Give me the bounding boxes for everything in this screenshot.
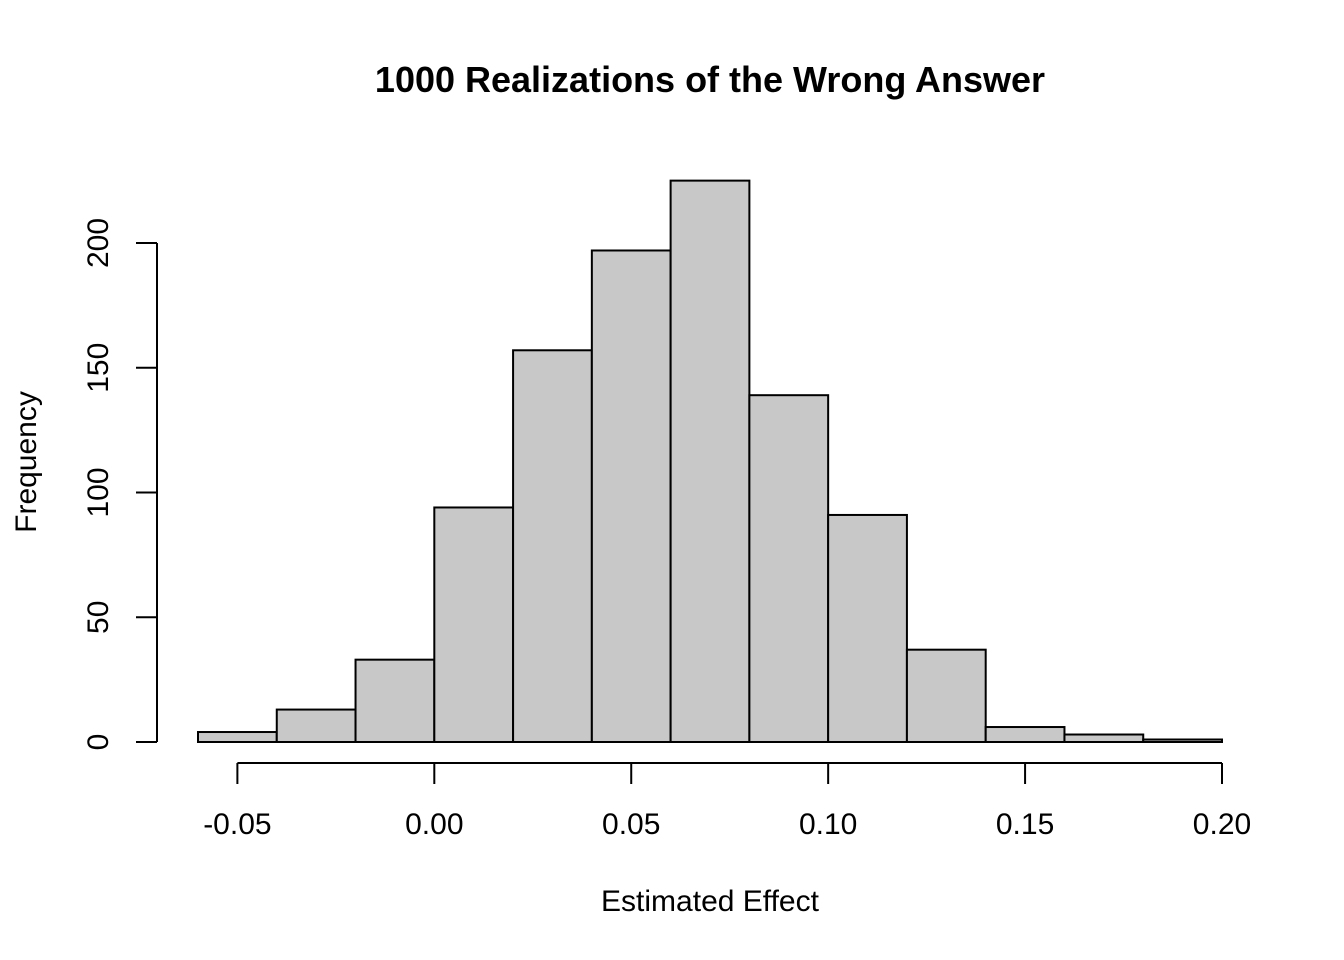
x-tick-label: 0.00	[405, 808, 463, 841]
histogram-bar	[197, 731, 278, 744]
histogram-bar	[1063, 733, 1145, 744]
y-axis-label: Frequency	[10, 391, 43, 533]
x-tick-label: -0.05	[203, 808, 271, 841]
y-axis: 0 50 100 150 200	[82, 218, 158, 751]
histogram-bar	[590, 249, 672, 744]
y-tick-label: 150	[82, 343, 115, 393]
x-tick-label: 0.10	[799, 808, 857, 841]
histogram-bar	[512, 349, 593, 743]
y-tick-label: 0	[82, 734, 115, 751]
histogram-bars	[197, 179, 1223, 744]
y-tick-label: 200	[82, 218, 115, 268]
x-axis-label: Estimated Effect	[601, 885, 820, 918]
histogram-bar	[354, 658, 436, 743]
x-axis: -0.05 0.00 0.05 0.10 0.15 0.20	[203, 762, 1251, 841]
histogram-bar	[275, 708, 357, 744]
histogram-bar	[1142, 738, 1223, 744]
chart-title: 1000 Realizations of the Wrong Answer	[375, 59, 1045, 100]
histogram-bar	[669, 179, 751, 743]
x-tick-label: 0.15	[996, 808, 1054, 841]
x-tick-label: 0.20	[1193, 808, 1251, 841]
histogram-bar	[827, 513, 908, 744]
y-tick-label: 100	[82, 467, 115, 517]
x-tick-label: 0.05	[602, 808, 660, 841]
histogram-bar	[433, 506, 515, 743]
histogram-bar	[748, 394, 830, 743]
histogram-bar	[905, 648, 987, 743]
histogram-bar	[984, 726, 1066, 744]
y-tick-label: 50	[82, 601, 115, 634]
